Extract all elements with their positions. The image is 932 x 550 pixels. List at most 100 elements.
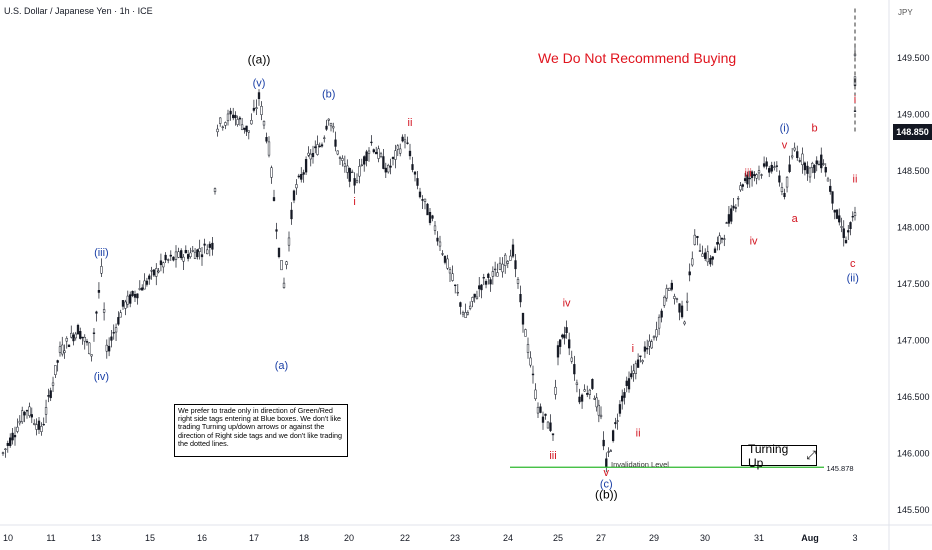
candle <box>309 149 312 167</box>
wave-label: b <box>811 122 817 134</box>
candle <box>709 255 712 267</box>
candle <box>287 231 291 252</box>
candle <box>482 273 485 286</box>
candle <box>292 189 296 204</box>
candle <box>338 155 342 165</box>
wave-label: (ii) <box>847 273 859 285</box>
candle <box>813 164 816 179</box>
candle <box>785 176 789 193</box>
candle <box>11 428 14 445</box>
candle <box>554 379 557 400</box>
candle <box>487 272 490 285</box>
candle <box>56 359 59 372</box>
candle <box>498 257 502 271</box>
candle <box>691 251 694 267</box>
candle <box>389 158 392 175</box>
wave-label: (iv) <box>94 371 109 383</box>
candle <box>563 326 566 345</box>
candle <box>514 254 517 278</box>
candle <box>112 324 115 340</box>
candle <box>6 440 9 453</box>
candle <box>748 170 751 188</box>
candle <box>105 339 108 359</box>
candle <box>250 113 253 125</box>
x-tick-label: 15 <box>145 533 155 543</box>
candle <box>501 257 504 278</box>
candle <box>734 204 738 213</box>
candle <box>473 293 476 303</box>
candle <box>519 285 522 308</box>
candle <box>145 277 149 287</box>
candle <box>311 145 315 164</box>
candle <box>683 320 686 326</box>
candle <box>663 295 666 308</box>
candle <box>100 258 103 278</box>
candle <box>770 161 773 174</box>
candle <box>95 310 98 322</box>
candle <box>730 204 733 225</box>
candle <box>421 195 424 209</box>
candle <box>675 297 679 303</box>
candle <box>360 158 363 167</box>
candle <box>657 314 661 336</box>
candle <box>384 162 387 178</box>
candle <box>516 277 520 289</box>
candle <box>290 202 293 225</box>
candle <box>114 323 118 342</box>
candle <box>396 144 399 157</box>
candle <box>408 143 412 160</box>
candle <box>660 308 663 323</box>
candle <box>13 426 17 446</box>
candle <box>208 241 211 257</box>
candle <box>806 161 809 181</box>
turning-up-arrow-icon: ⤢ <box>806 448 816 462</box>
candle <box>568 332 571 356</box>
candle <box>260 101 263 121</box>
candle <box>341 155 344 167</box>
candle <box>539 403 542 414</box>
candle <box>133 290 137 303</box>
x-tick-label: 24 <box>503 533 513 543</box>
candle <box>47 388 50 403</box>
wave-label: i <box>632 343 634 355</box>
candle <box>346 159 349 179</box>
wave-label: ii <box>636 428 641 440</box>
candle <box>602 431 605 451</box>
candle <box>829 179 832 195</box>
last-price-tag[interactable]: 148.850 <box>893 124 932 140</box>
x-tick-label: 25 <box>553 533 563 543</box>
wave-label: (a) <box>275 360 288 372</box>
candle <box>541 411 545 430</box>
candle <box>696 235 699 246</box>
candle <box>213 187 217 195</box>
candle <box>110 330 113 348</box>
candle <box>668 287 671 292</box>
candle <box>316 135 319 156</box>
x-tick-label: 3 <box>852 533 857 543</box>
candle <box>270 165 273 184</box>
candle <box>466 310 470 316</box>
candle <box>762 156 766 169</box>
candle <box>177 247 180 259</box>
candle <box>81 336 84 345</box>
candle <box>198 239 201 260</box>
candle <box>678 303 681 321</box>
candle <box>411 156 414 173</box>
candle <box>536 402 540 419</box>
wave-label: c <box>850 258 856 270</box>
candle <box>670 279 674 292</box>
candle <box>652 335 656 341</box>
candle <box>200 247 204 266</box>
candle <box>506 260 509 269</box>
candle <box>143 273 146 290</box>
candle <box>524 328 527 337</box>
candle <box>632 363 635 382</box>
candle <box>775 161 779 172</box>
candle <box>184 245 187 254</box>
wave-label: (c) <box>600 478 613 490</box>
candle <box>314 140 317 154</box>
candle <box>840 217 843 233</box>
candle <box>511 238 515 259</box>
candle <box>636 353 640 368</box>
